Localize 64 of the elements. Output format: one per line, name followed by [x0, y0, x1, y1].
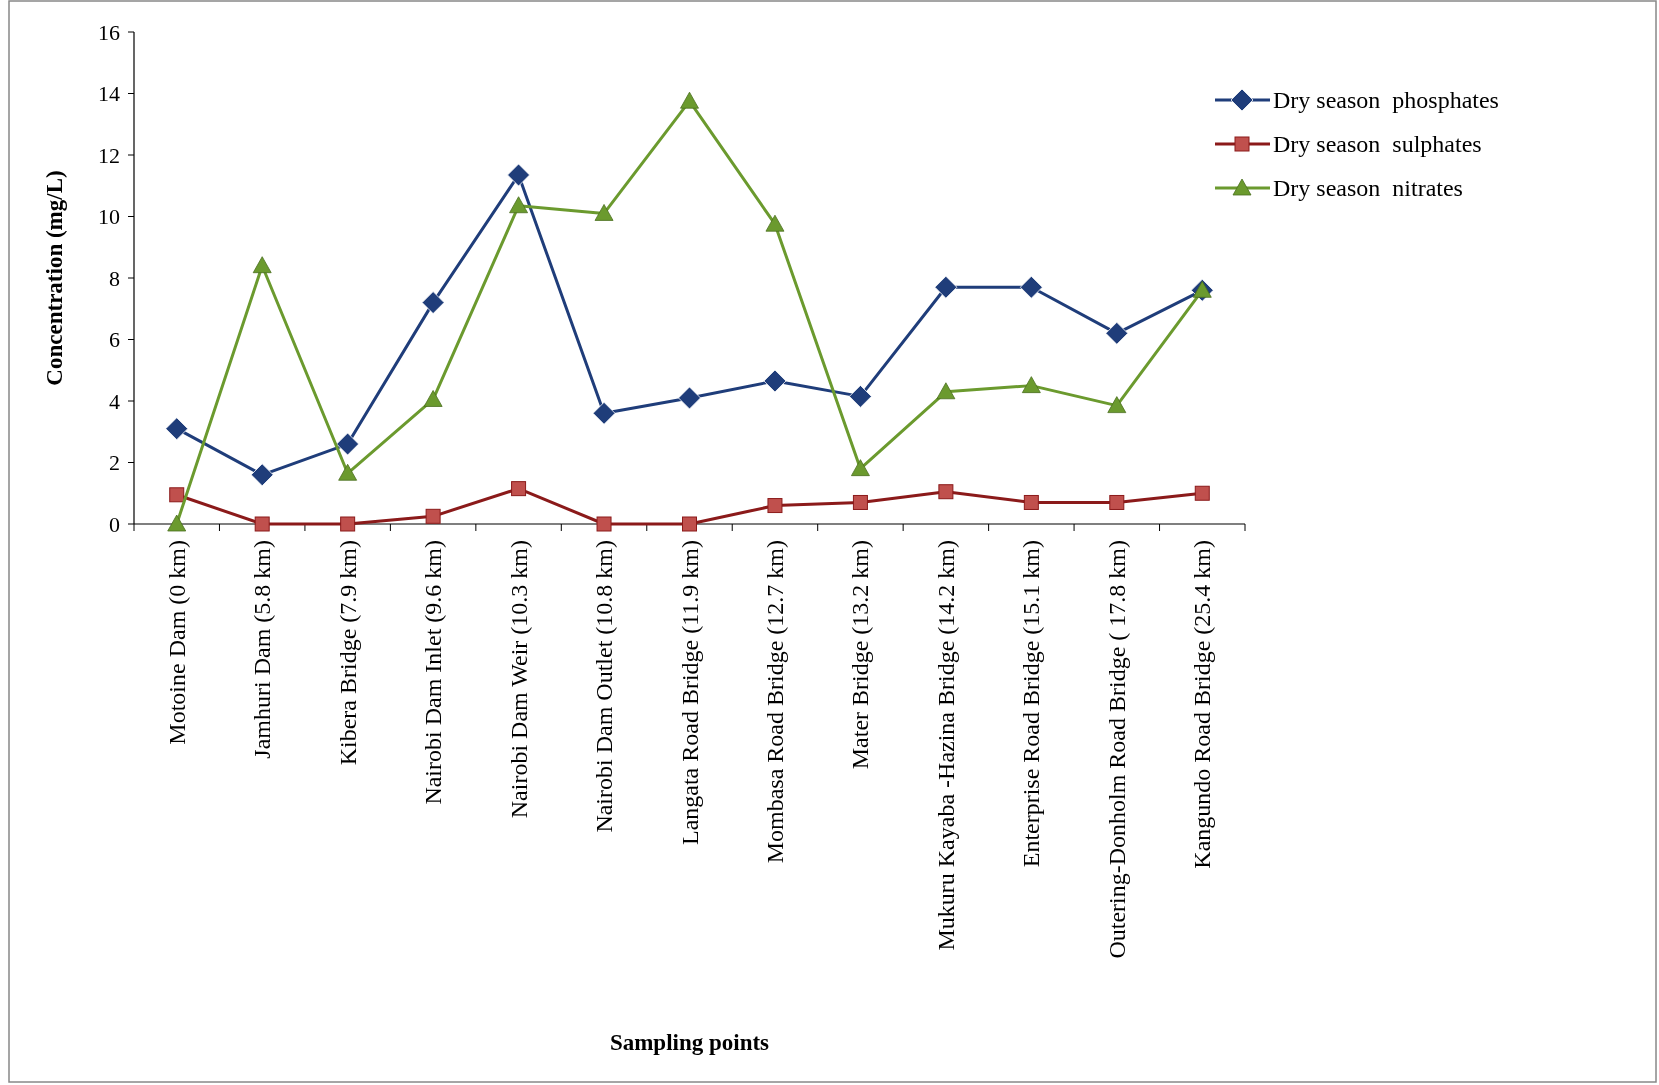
point: [252, 256, 272, 274]
point: [511, 481, 527, 497]
point: [592, 401, 616, 425]
point: [1021, 376, 1041, 394]
x-tick-label: Langata Road Bridge (11.9 km): [676, 540, 703, 846]
point: [167, 514, 187, 532]
point: [767, 498, 783, 514]
point: [169, 487, 185, 503]
point: [1023, 494, 1039, 510]
y-tick-label: 6: [109, 327, 120, 353]
y-tick-label: 0: [109, 511, 120, 537]
point: [934, 275, 958, 299]
point: [680, 91, 699, 109]
point: [936, 382, 956, 400]
x-tick-label: Jamhuri Dam (5.8 km): [249, 540, 276, 759]
point: [1105, 321, 1129, 345]
point: [340, 516, 356, 532]
x-tick-label: Enterprise Road Bridge (15.1 km): [1018, 540, 1045, 868]
point: [765, 214, 785, 232]
point: [1019, 275, 1043, 299]
point: [165, 417, 189, 441]
point: [423, 390, 443, 407]
y-tick-label: 10: [98, 204, 120, 230]
point: [421, 291, 445, 314]
point: [1109, 494, 1125, 510]
x-tick-label: Mukuru Kayaba -Hazina Bridge (14.2 km): [932, 540, 959, 951]
x-tick-label: Kangundo Road Bridge (25.4 km): [1189, 540, 1216, 869]
point: [852, 494, 868, 510]
y-tick-label: 16: [98, 19, 120, 45]
point: [678, 386, 701, 410]
point: [938, 484, 954, 500]
point: [1194, 485, 1210, 501]
y-tick-label: 8: [109, 265, 120, 291]
point: [336, 432, 360, 456]
x-tick-label: Motoine Dam (0 km): [163, 540, 190, 745]
point: [851, 459, 870, 477]
x-tick-label: Mombasa Road Bridge (12.7 km): [761, 540, 788, 864]
x-tick-label: Outering-Donholm Road Bridge ( 17.8 km): [1103, 540, 1130, 959]
point: [509, 196, 528, 214]
y-tick-label: 14: [98, 81, 120, 107]
x-tick-label: Nairobi Dam Inlet (9.6 km): [420, 540, 447, 805]
legend-label: Dry season sulphates: [1273, 131, 1482, 158]
y-tick-label: 4: [109, 388, 120, 414]
point: [849, 384, 872, 408]
point: [596, 516, 612, 532]
x-axis-title: Sampling points: [609, 1030, 770, 1055]
legend-label: Dry season phosphates: [1273, 87, 1499, 114]
point: [594, 204, 614, 221]
point: [254, 516, 270, 532]
point: [507, 163, 530, 187]
y-tick-label: 12: [98, 142, 120, 168]
x-tick-label: Kibera Bridge (7.9 km): [334, 540, 361, 766]
x-tick-label: Nairobi Dam Weir (10.3 km): [505, 540, 532, 819]
y-tick-label: 2: [109, 450, 120, 476]
point: [682, 516, 697, 532]
point: [763, 369, 787, 393]
x-tick-label: Mater Bridge (13.2 km): [847, 540, 874, 770]
y-axis-title: Concentration (mg/L): [42, 170, 67, 386]
point: [250, 463, 274, 487]
point: [425, 508, 441, 524]
point: [1107, 396, 1127, 414]
point: [338, 463, 358, 481]
x-tick-label: Nairobi Dam Outlet (10.8 km): [591, 540, 618, 833]
legend-label: Dry season nitrates: [1273, 175, 1463, 202]
